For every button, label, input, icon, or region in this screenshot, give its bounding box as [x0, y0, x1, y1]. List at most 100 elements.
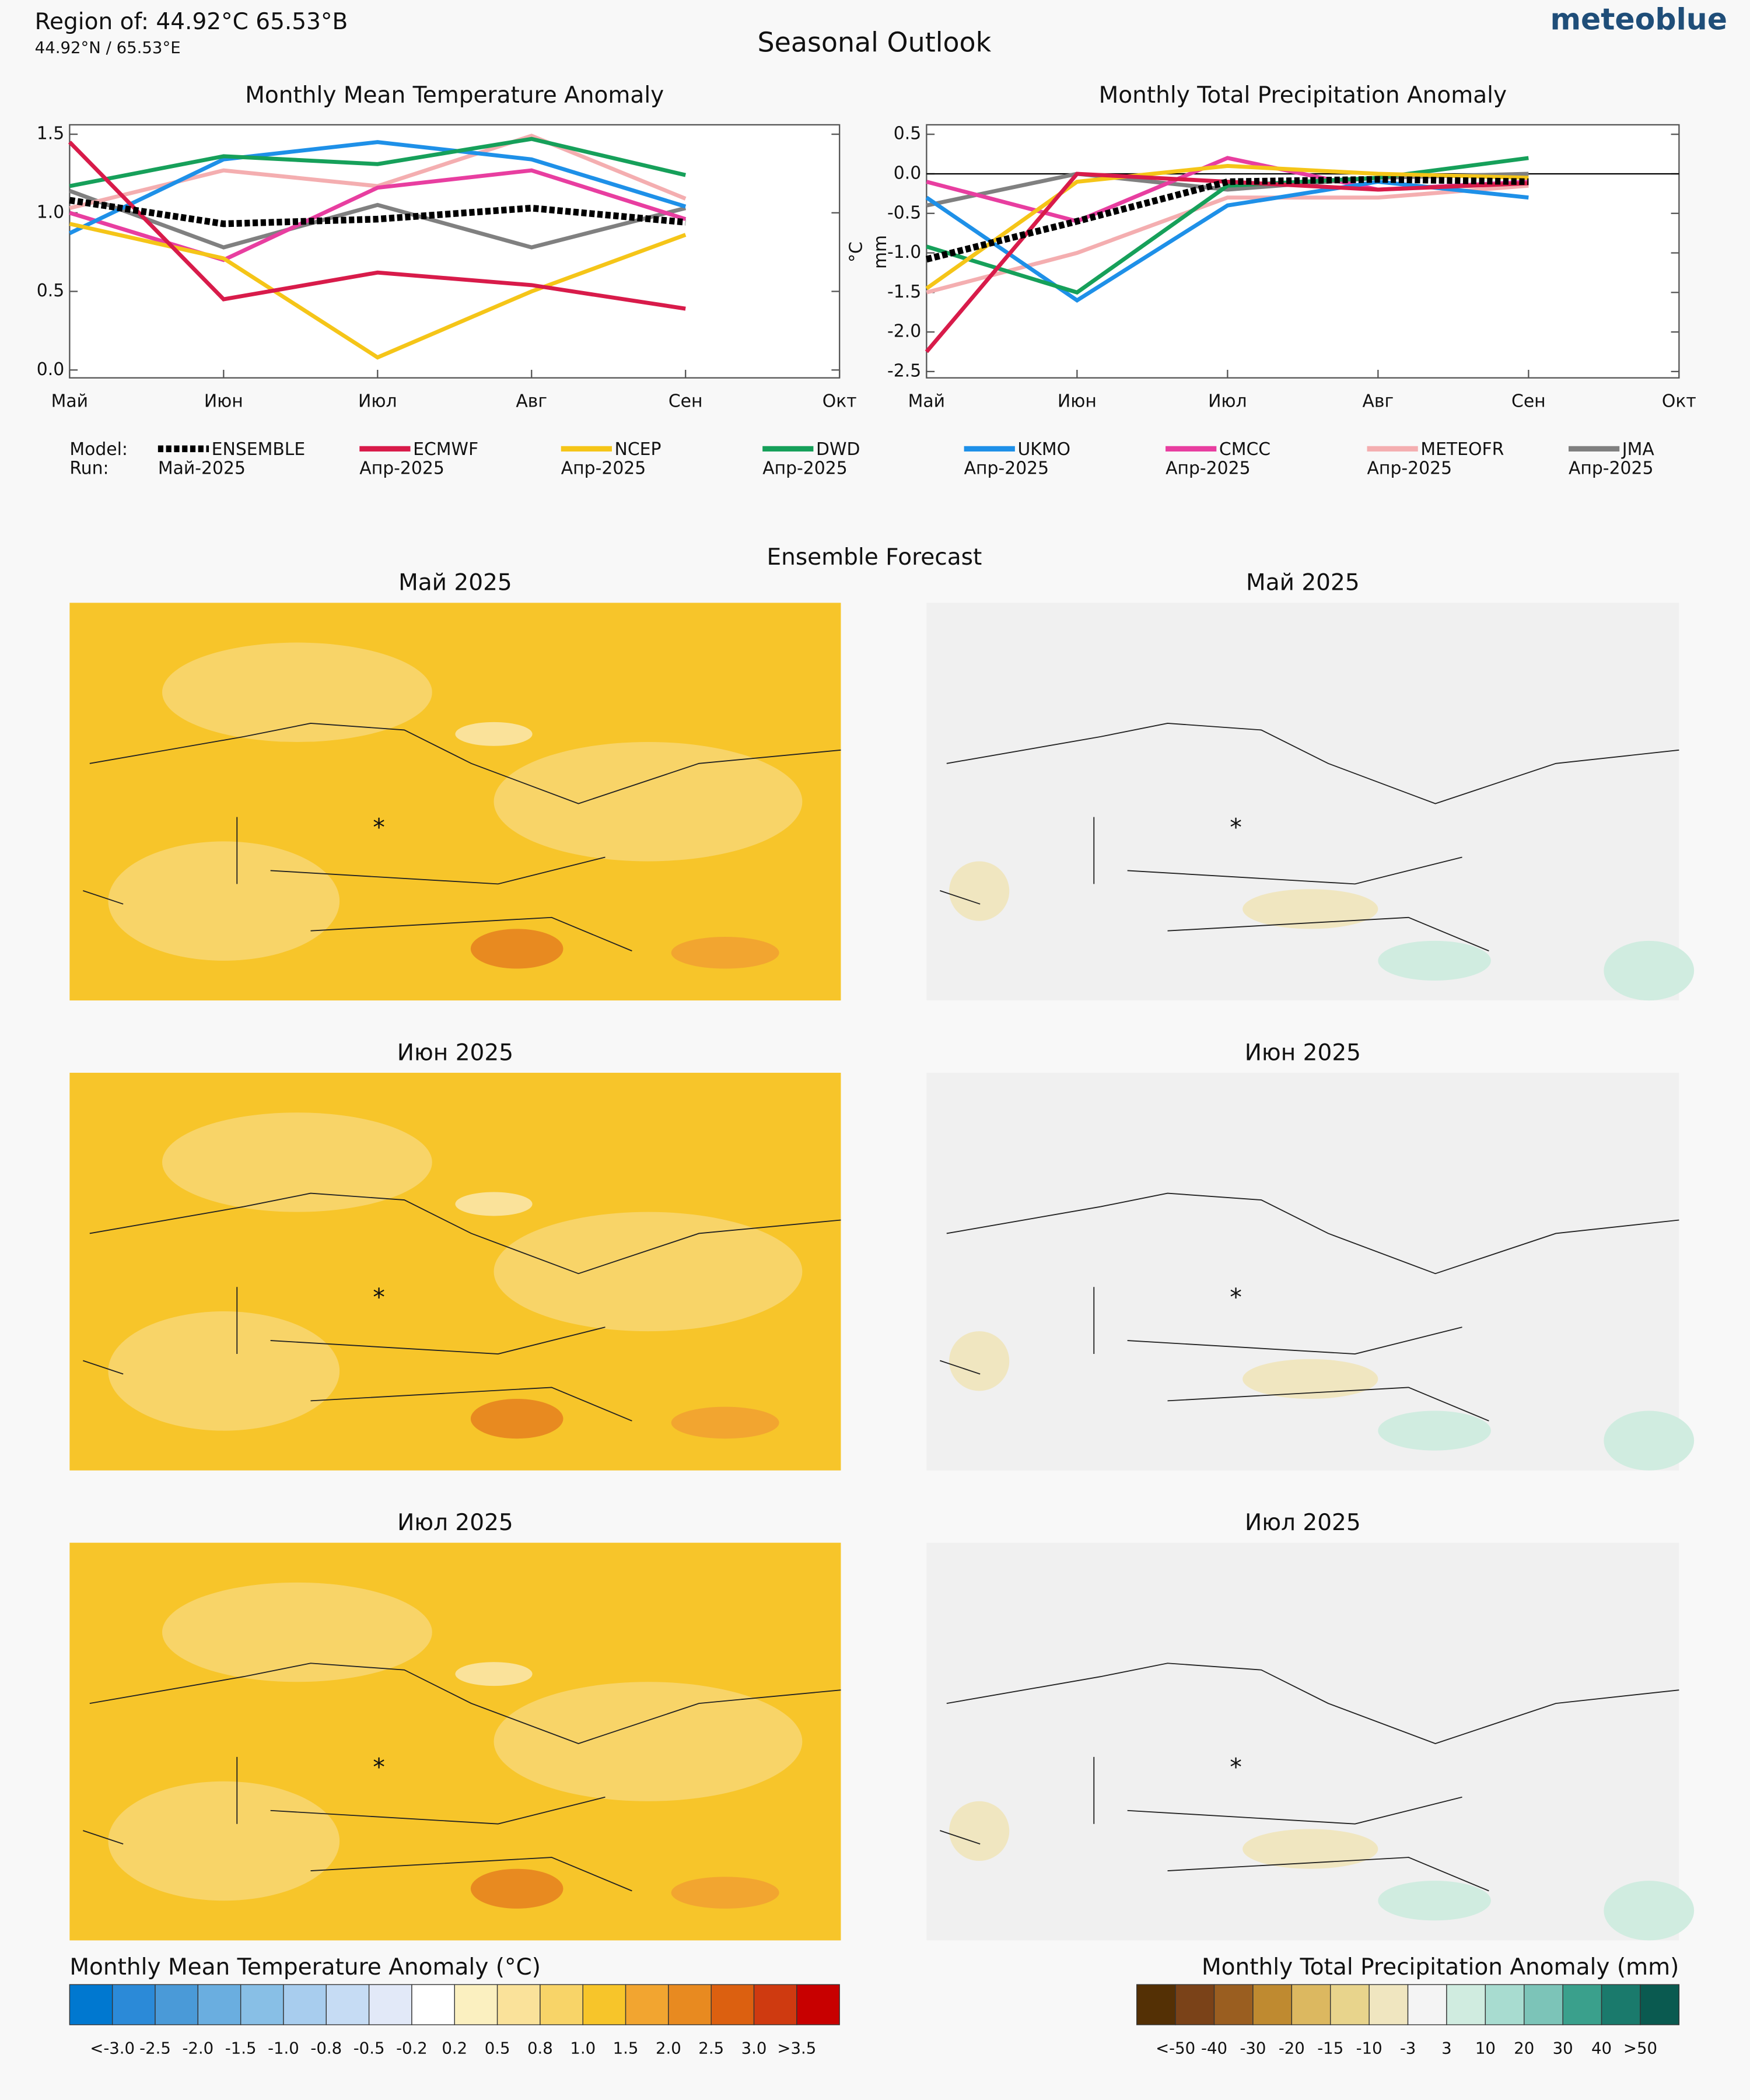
colorbar-label: -2.5: [139, 2039, 171, 2057]
x-tick-label: Май: [908, 391, 945, 412]
map-shade: [494, 1682, 803, 1801]
colorbar-swatch: [625, 1984, 669, 2025]
y-tick-label: 0.5: [894, 124, 921, 144]
location-marker: *: [373, 1754, 385, 1782]
map-title: Июн 2025: [397, 1040, 513, 1066]
legend-name: NCEP: [615, 439, 662, 460]
colorbar-label: <-3.0: [90, 2039, 135, 2057]
colorbar-swatch: [796, 1984, 840, 2025]
colorbar-label: 0.5: [485, 2039, 510, 2057]
plot-area: [926, 124, 1680, 379]
ensemble-title: Ensemble Forecast: [766, 544, 982, 570]
x-tick-label: Окт: [1662, 391, 1696, 412]
map-shade: [455, 1662, 533, 1686]
colorbar-swatch: [1640, 1984, 1680, 2025]
map-shade: [1604, 1410, 1695, 1471]
colorbar-title: Monthly Mean Temperature Anomaly (°C): [69, 1954, 541, 1980]
colorbar-swatch: [496, 1984, 541, 2025]
colorbar-swatch: [1330, 1984, 1370, 2025]
borders: [83, 1192, 841, 1422]
colorbar-swatch: [1485, 1984, 1525, 2025]
borders: [83, 1662, 841, 1892]
legend-name: JMA: [1621, 439, 1655, 460]
brand: meteoblue: [1550, 2, 1727, 37]
colorbar-label: 3.0: [741, 2039, 767, 2057]
colorbar-label: -15: [1317, 2039, 1343, 2057]
colorbar-label: 2.5: [698, 2039, 724, 2057]
map-shade: [108, 841, 340, 961]
x-tick-label: Июн: [204, 391, 243, 412]
colorbar-label: -0.2: [396, 2039, 428, 2057]
location-marker: *: [1230, 1754, 1242, 1782]
map-shade: [1242, 889, 1378, 929]
colorbar-swatch: [155, 1984, 199, 2025]
map: *: [69, 1542, 841, 1941]
colorbar-label: -10: [1356, 2039, 1382, 2057]
map-shade: [949, 1331, 1010, 1391]
colorbar-label: 40: [1591, 2039, 1612, 2057]
map-shade: [162, 1112, 432, 1212]
x-tick-label: Сен: [1511, 391, 1546, 412]
colorbar-label: -0.8: [310, 2039, 342, 2057]
map-background: [926, 1542, 1679, 1941]
legend-model-label: Model:: [69, 439, 128, 460]
colorbar-swatch: [240, 1984, 284, 2025]
map-shade: [671, 936, 779, 969]
borders: [940, 1662, 1679, 1892]
colorbar-swatch: [1562, 1984, 1602, 2025]
location-marker: *: [1230, 1283, 1242, 1311]
colorbar-title: Monthly Total Precipitation Anomaly (mm): [1202, 1954, 1679, 1980]
map-shade: [1378, 940, 1491, 981]
colorbar-swatch: [753, 1984, 797, 2025]
series-line: [68, 141, 686, 311]
y-tick-label: 1.5: [37, 124, 64, 144]
y-axis-label: mm: [870, 235, 891, 269]
legend-name: DWD: [816, 439, 860, 460]
map-title: Июл 2025: [397, 1510, 513, 1536]
map: *: [926, 1073, 1695, 1471]
map-shade: [470, 929, 564, 969]
map: *: [926, 1542, 1695, 1941]
legend-run-label: Run:: [69, 458, 108, 478]
colorbar-swatch: [1175, 1984, 1215, 2025]
colorbar-label: -3: [1400, 2039, 1416, 2057]
map-title: Июл 2025: [1245, 1510, 1361, 1536]
colorbar-swatch: [710, 1984, 755, 2025]
series-line: [68, 140, 687, 235]
y-tick-label: 0.0: [894, 163, 921, 183]
x-tick-label: Сен: [668, 391, 703, 412]
colorbar-label: 1.0: [570, 2039, 596, 2057]
x-tick-label: Июл: [358, 391, 397, 412]
colorbar-label: >3.5: [777, 2039, 816, 2057]
colorbar-label: -40: [1201, 2039, 1227, 2057]
legend-name: METEOFR: [1420, 439, 1504, 460]
series-line: [926, 156, 1529, 295]
y-tick-label: -0.5: [887, 202, 921, 223]
map-shade: [949, 1801, 1010, 1861]
legend-run: Апр-2025: [1367, 458, 1452, 478]
map-shade: [671, 1877, 779, 1909]
colorbar-label: -1.5: [225, 2039, 257, 2057]
colorbar-label: 2.0: [656, 2039, 681, 2057]
colorbar-label: 3: [1441, 2039, 1452, 2057]
y-tick-label: 1.0: [37, 202, 64, 222]
map: *: [69, 603, 841, 1001]
page-title: Seasonal Outlook: [758, 27, 992, 58]
y-tick-label: -1.0: [887, 242, 921, 262]
colorbar-label: -20: [1279, 2039, 1305, 2057]
map-shade: [108, 1311, 340, 1431]
legend-run: Апр-2025: [561, 458, 646, 478]
map-shade: [108, 1781, 340, 1901]
x-tick-label: Авг: [516, 391, 547, 412]
colorbar-swatch: [111, 1984, 156, 2025]
colorbar-label: -30: [1240, 2039, 1266, 2057]
colorbar-swatch: [1601, 1984, 1641, 2025]
colorbar-swatch: [668, 1984, 712, 2025]
colorbar-label: 0.8: [527, 2039, 553, 2057]
map-shade: [470, 1399, 564, 1439]
x-tick-label: Май: [51, 391, 88, 412]
colorbar-swatch: [1252, 1984, 1293, 2025]
colorbar-swatch: [411, 1984, 455, 2025]
legend-name: ENSEMBLE: [212, 439, 306, 460]
series-line: [69, 197, 686, 228]
